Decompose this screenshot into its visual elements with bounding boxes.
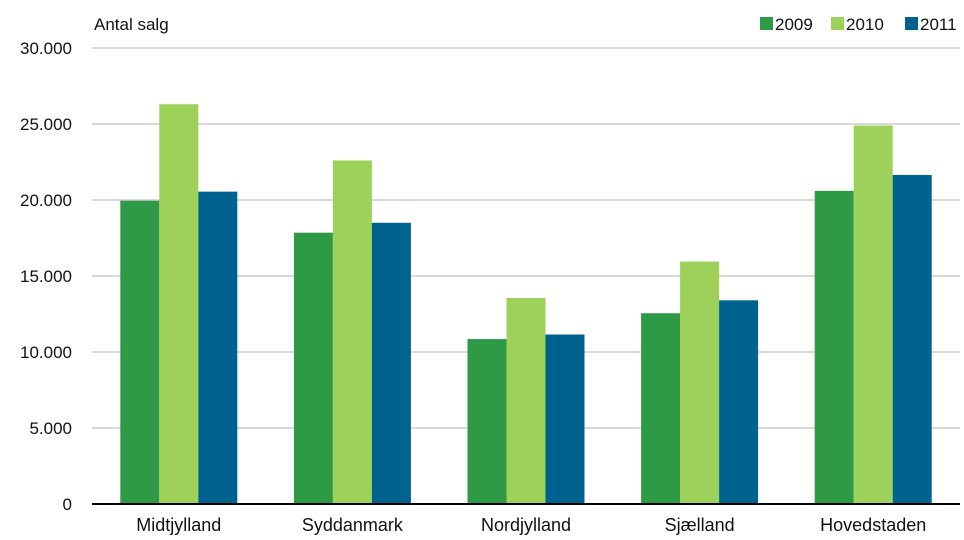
y-tick-label: 15.000: [20, 267, 72, 286]
y-tick-label: 5.000: [29, 419, 72, 438]
bar-2011-sjælland: [719, 300, 759, 504]
y-tick-label: 30.000: [20, 39, 72, 58]
x-tick-label: Hovedstaden: [820, 515, 926, 535]
y-axis-title: Antal salg: [94, 15, 169, 34]
x-tick-label: Syddanmark: [302, 515, 404, 535]
bar-2009-sjælland: [641, 313, 681, 504]
x-tick-label: Sjælland: [665, 515, 735, 535]
y-tick-label: 10.000: [20, 343, 72, 362]
bar-2010-midtjylland: [159, 104, 199, 505]
bar-2011-hovedstaden: [892, 174, 932, 505]
bar-2009-hovedstaden: [814, 190, 854, 504]
legend-swatch-2010: [831, 17, 844, 30]
legend-label: 2010: [846, 15, 884, 34]
legend: 2009 2010 2011: [760, 15, 957, 34]
y-tick-label: 25.000: [20, 115, 72, 134]
bar-2011-syddanmark: [371, 222, 411, 505]
x-tick-label: Midtjylland: [136, 515, 221, 535]
bar-2010-syddanmark: [332, 160, 372, 505]
bar-2009-midtjylland: [120, 200, 160, 504]
bar-2011-nordjylland: [545, 334, 585, 504]
y-axis-ticks: 0 5.000 10.000 15.000 20.000 25.000 30.000: [20, 39, 72, 514]
y-tick-label: 0: [63, 495, 72, 514]
bar-2011-midtjylland: [198, 191, 238, 504]
bar-2009-syddanmark: [293, 232, 333, 504]
bar-2009-nordjylland: [467, 339, 507, 504]
legend-label: 2009: [775, 15, 813, 34]
legend-label: 2011: [920, 15, 957, 34]
bar-2010-nordjylland: [506, 298, 546, 504]
bars: [120, 104, 932, 505]
x-axis-categories: Midtjylland Syddanmark Nordjylland Sjælland…: [136, 515, 926, 535]
bar-2010-sjælland: [680, 261, 720, 504]
bar-2010-hovedstaden: [853, 125, 893, 505]
legend-swatch-2011: [905, 17, 918, 30]
x-tick-label: Nordjylland: [481, 515, 571, 535]
legend-swatch-2009: [760, 17, 773, 30]
y-tick-label: 20.000: [20, 191, 72, 210]
